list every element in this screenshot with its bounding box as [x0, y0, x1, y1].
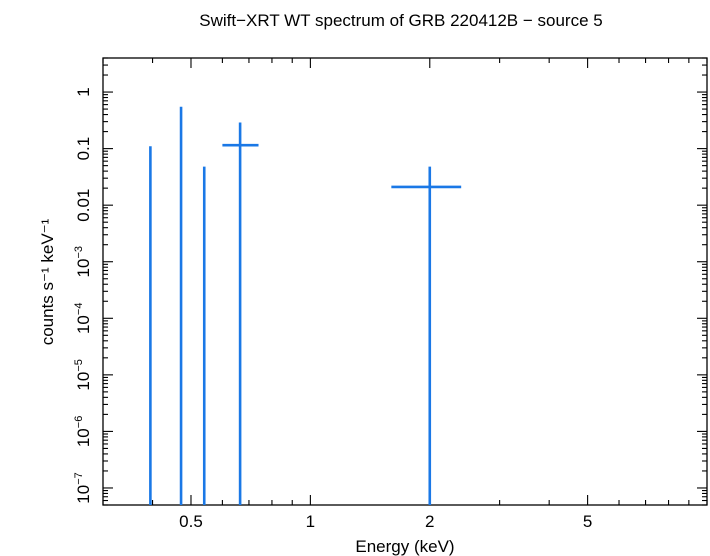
y-tick-label: 10−5 [73, 359, 93, 390]
data-point [391, 166, 462, 505]
y-tick-label-base: 10 [74, 315, 93, 334]
x-tick-label: 0.5 [179, 512, 203, 531]
chart-title: Swift−XRT WT spectrum of GRB 220412B − s… [199, 11, 602, 30]
y-tick-label-base: 10 [74, 428, 93, 447]
data-series [149, 106, 462, 505]
y-tick-label-exponent: −3 [73, 246, 85, 259]
y-tick-label-base: 10 [74, 485, 93, 504]
x-axis: 0.5 1 2 5 [102, 58, 708, 531]
y-tick-label-exponent: −6 [73, 416, 85, 429]
y-tick-label-exponent: −5 [73, 359, 85, 372]
data-point [222, 122, 259, 505]
y-tick-label: 0.01 [74, 189, 93, 222]
y-tick-label-base: 10 [74, 259, 93, 278]
plot-frame [102, 57, 708, 506]
x-axis-label: Energy (keV) [355, 537, 454, 556]
y-tick-label: 0.1 [74, 137, 93, 161]
y-axis-label: counts s⁻¹ keV⁻¹ [38, 218, 57, 345]
y-tick-label: 1 [74, 87, 93, 96]
x-tick-label: 2 [425, 512, 434, 531]
x-tick-label: 1 [306, 512, 315, 531]
y-tick-label-exponent: −4 [73, 303, 85, 316]
y-tick-label: 10−7 [73, 472, 93, 503]
y-tick-label-exponent: −7 [73, 472, 85, 485]
y-tick-label: 10−3 [73, 246, 93, 277]
x-tick-label: 5 [583, 512, 592, 531]
y-tick-label-base: 10 [74, 372, 93, 391]
y-tick-label: 10−6 [73, 416, 93, 447]
y-tick-label: 10−4 [73, 303, 93, 334]
